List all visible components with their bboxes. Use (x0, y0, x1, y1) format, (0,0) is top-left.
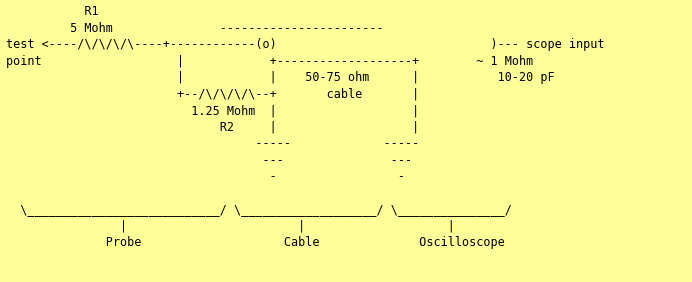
Text: R1
         5 Mohm               -----------------------
test <----/\/\/\/\----+: R1 5 Mohm ----------------------- test <… (6, 5, 605, 249)
